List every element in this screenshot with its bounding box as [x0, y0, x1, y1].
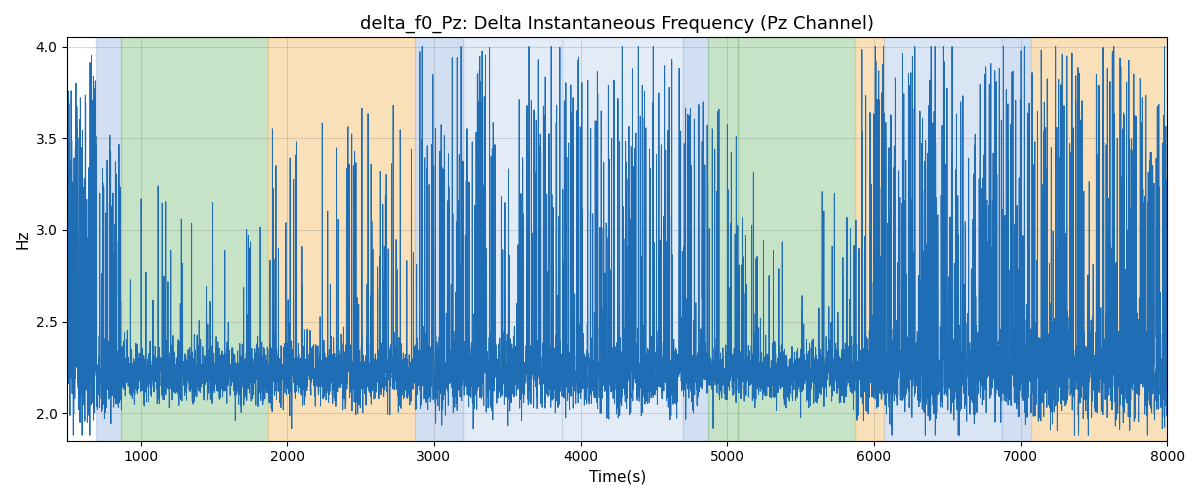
Bar [562, 38, 683, 440]
Y-axis label: Hz: Hz [16, 230, 30, 249]
Bar [415, 38, 463, 440]
Bar [884, 38, 1002, 440]
Bar [854, 38, 884, 440]
Title: delta_f0_Pz: Delta Instantaneous Frequency (Pz Channel): delta_f0_Pz: Delta Instantaneous Frequen… [360, 15, 875, 34]
Bar [738, 38, 854, 440]
X-axis label: Time(s): Time(s) [589, 470, 646, 485]
Bar [708, 38, 738, 440]
Bar [1031, 38, 1182, 440]
Bar [463, 38, 562, 440]
Bar [683, 38, 708, 440]
Bar [121, 38, 268, 440]
Bar [1002, 38, 1031, 440]
Bar [268, 38, 415, 440]
Bar [96, 38, 121, 440]
